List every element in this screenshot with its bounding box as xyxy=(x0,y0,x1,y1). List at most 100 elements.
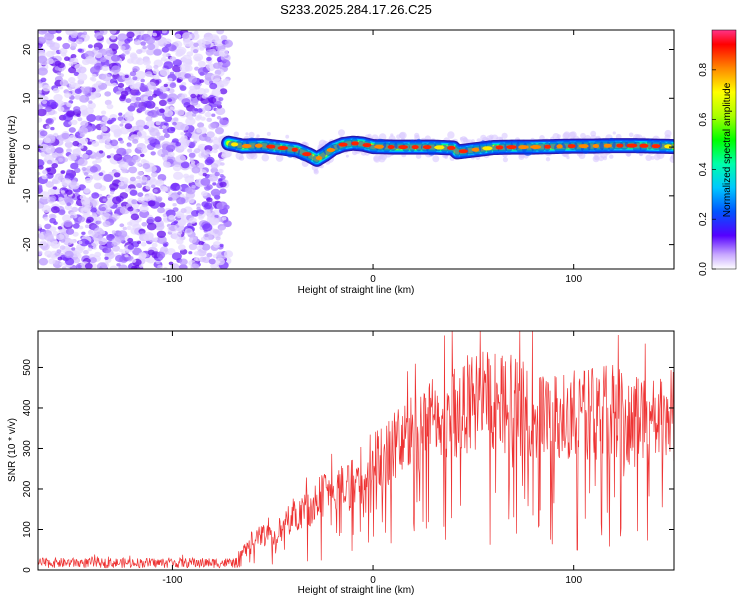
noise-blob xyxy=(68,127,76,133)
noise-blob xyxy=(72,231,79,237)
noise-blob xyxy=(79,94,90,103)
noise-blob xyxy=(116,263,121,267)
noise-blob xyxy=(113,153,123,161)
figure-title: S233.2025.284.17.26.C25 xyxy=(280,2,432,17)
noise-blob xyxy=(187,115,193,120)
noise-blob xyxy=(81,231,86,235)
noise-blob xyxy=(92,246,97,250)
noise-blob xyxy=(219,117,229,126)
snr-frame xyxy=(37,330,675,571)
noise-blob xyxy=(78,240,83,245)
noise-blob xyxy=(38,89,42,94)
noise-blob xyxy=(145,90,153,96)
noise-blob xyxy=(64,56,70,61)
noise-blob xyxy=(197,67,209,76)
noise-blob xyxy=(135,119,146,128)
noise-blob xyxy=(56,249,62,254)
noise-blob xyxy=(145,184,152,190)
ridge-halo-blob xyxy=(598,155,604,162)
noise-blob xyxy=(142,59,151,66)
noise-blob xyxy=(77,216,86,223)
ridge-halo-blob xyxy=(518,154,525,160)
ridge-halo-blob xyxy=(612,131,616,135)
noise-blob xyxy=(104,256,109,260)
noise-blob xyxy=(127,221,133,226)
noise-blob xyxy=(72,140,80,147)
noise-blob xyxy=(55,147,64,154)
noise-blob xyxy=(77,48,83,53)
noise-blob xyxy=(188,152,196,158)
noise-blob xyxy=(78,225,84,230)
noise-blob xyxy=(164,38,172,45)
noise-blob xyxy=(111,65,121,73)
noise-blob xyxy=(65,189,73,195)
ridge-halo-blob xyxy=(415,153,422,159)
noise-blob xyxy=(136,130,147,139)
noise-blob xyxy=(219,174,224,178)
noise-blob xyxy=(203,232,213,241)
noise-blob xyxy=(70,54,77,59)
noise-blob xyxy=(111,54,120,62)
noise-blob xyxy=(145,36,156,45)
noise-blob xyxy=(133,39,142,46)
noise-blob xyxy=(47,30,58,35)
noise-blob xyxy=(156,230,166,238)
noise-blob xyxy=(101,110,107,115)
noise-blob xyxy=(131,258,137,263)
noise-blob xyxy=(147,43,156,50)
noise-blob xyxy=(49,226,57,232)
noise-blob xyxy=(80,137,89,145)
noise-blob xyxy=(205,184,213,190)
ridge-halo-blob xyxy=(398,132,406,139)
noise-blob xyxy=(172,59,182,67)
noise-blob xyxy=(174,33,182,39)
ridge-halo-blob xyxy=(593,155,599,160)
ridge-peak xyxy=(241,144,252,148)
noise-blob xyxy=(179,85,187,91)
noise-blob xyxy=(197,60,206,68)
noise-blob xyxy=(94,32,103,39)
noise-blob xyxy=(62,266,67,269)
noise-blob xyxy=(68,77,76,83)
noise-blob xyxy=(53,94,63,102)
noise-blob xyxy=(39,191,50,200)
ridge-peak xyxy=(518,145,529,150)
ridge-ripple xyxy=(478,140,488,154)
noise-blob xyxy=(200,116,206,121)
noise-blob xyxy=(206,56,212,62)
noise-blob xyxy=(168,214,175,220)
noise-blob xyxy=(39,240,47,247)
noise-blob xyxy=(126,225,132,231)
noise-blob xyxy=(71,247,76,251)
noise-blob xyxy=(153,64,159,70)
noise-blob xyxy=(38,37,46,44)
ridge-peak xyxy=(616,143,624,148)
noise-blob xyxy=(142,45,148,50)
noise-blob xyxy=(44,32,55,41)
snr-panel: -100 0 100 0 100 200 300 400 500 Height of strai… xyxy=(7,330,675,596)
noise-blob xyxy=(69,239,76,244)
ridge-peak xyxy=(326,148,336,152)
noise-blob xyxy=(176,109,185,116)
noise-blob xyxy=(38,94,44,101)
noise-blob xyxy=(83,207,89,212)
noise-blob xyxy=(211,88,221,97)
noise-blob xyxy=(84,224,90,229)
noise-blob xyxy=(94,251,102,258)
noise-blob xyxy=(51,206,60,214)
noise-blob xyxy=(78,126,89,135)
noise-blob xyxy=(126,158,136,166)
noise-blob xyxy=(125,98,132,103)
noise-blob xyxy=(172,203,177,207)
ridge-peak xyxy=(592,144,599,148)
noise-blob xyxy=(223,204,230,210)
noise-blob xyxy=(45,125,51,129)
noise-blob xyxy=(96,134,103,140)
ridge-halo-blob xyxy=(447,131,455,139)
y-tick-label: 500 xyxy=(22,359,33,376)
noise-blob xyxy=(218,97,224,102)
noise-blob xyxy=(211,113,216,117)
ridge-peak xyxy=(544,144,551,149)
noise-blob xyxy=(83,172,89,176)
noise-blob xyxy=(201,94,208,99)
